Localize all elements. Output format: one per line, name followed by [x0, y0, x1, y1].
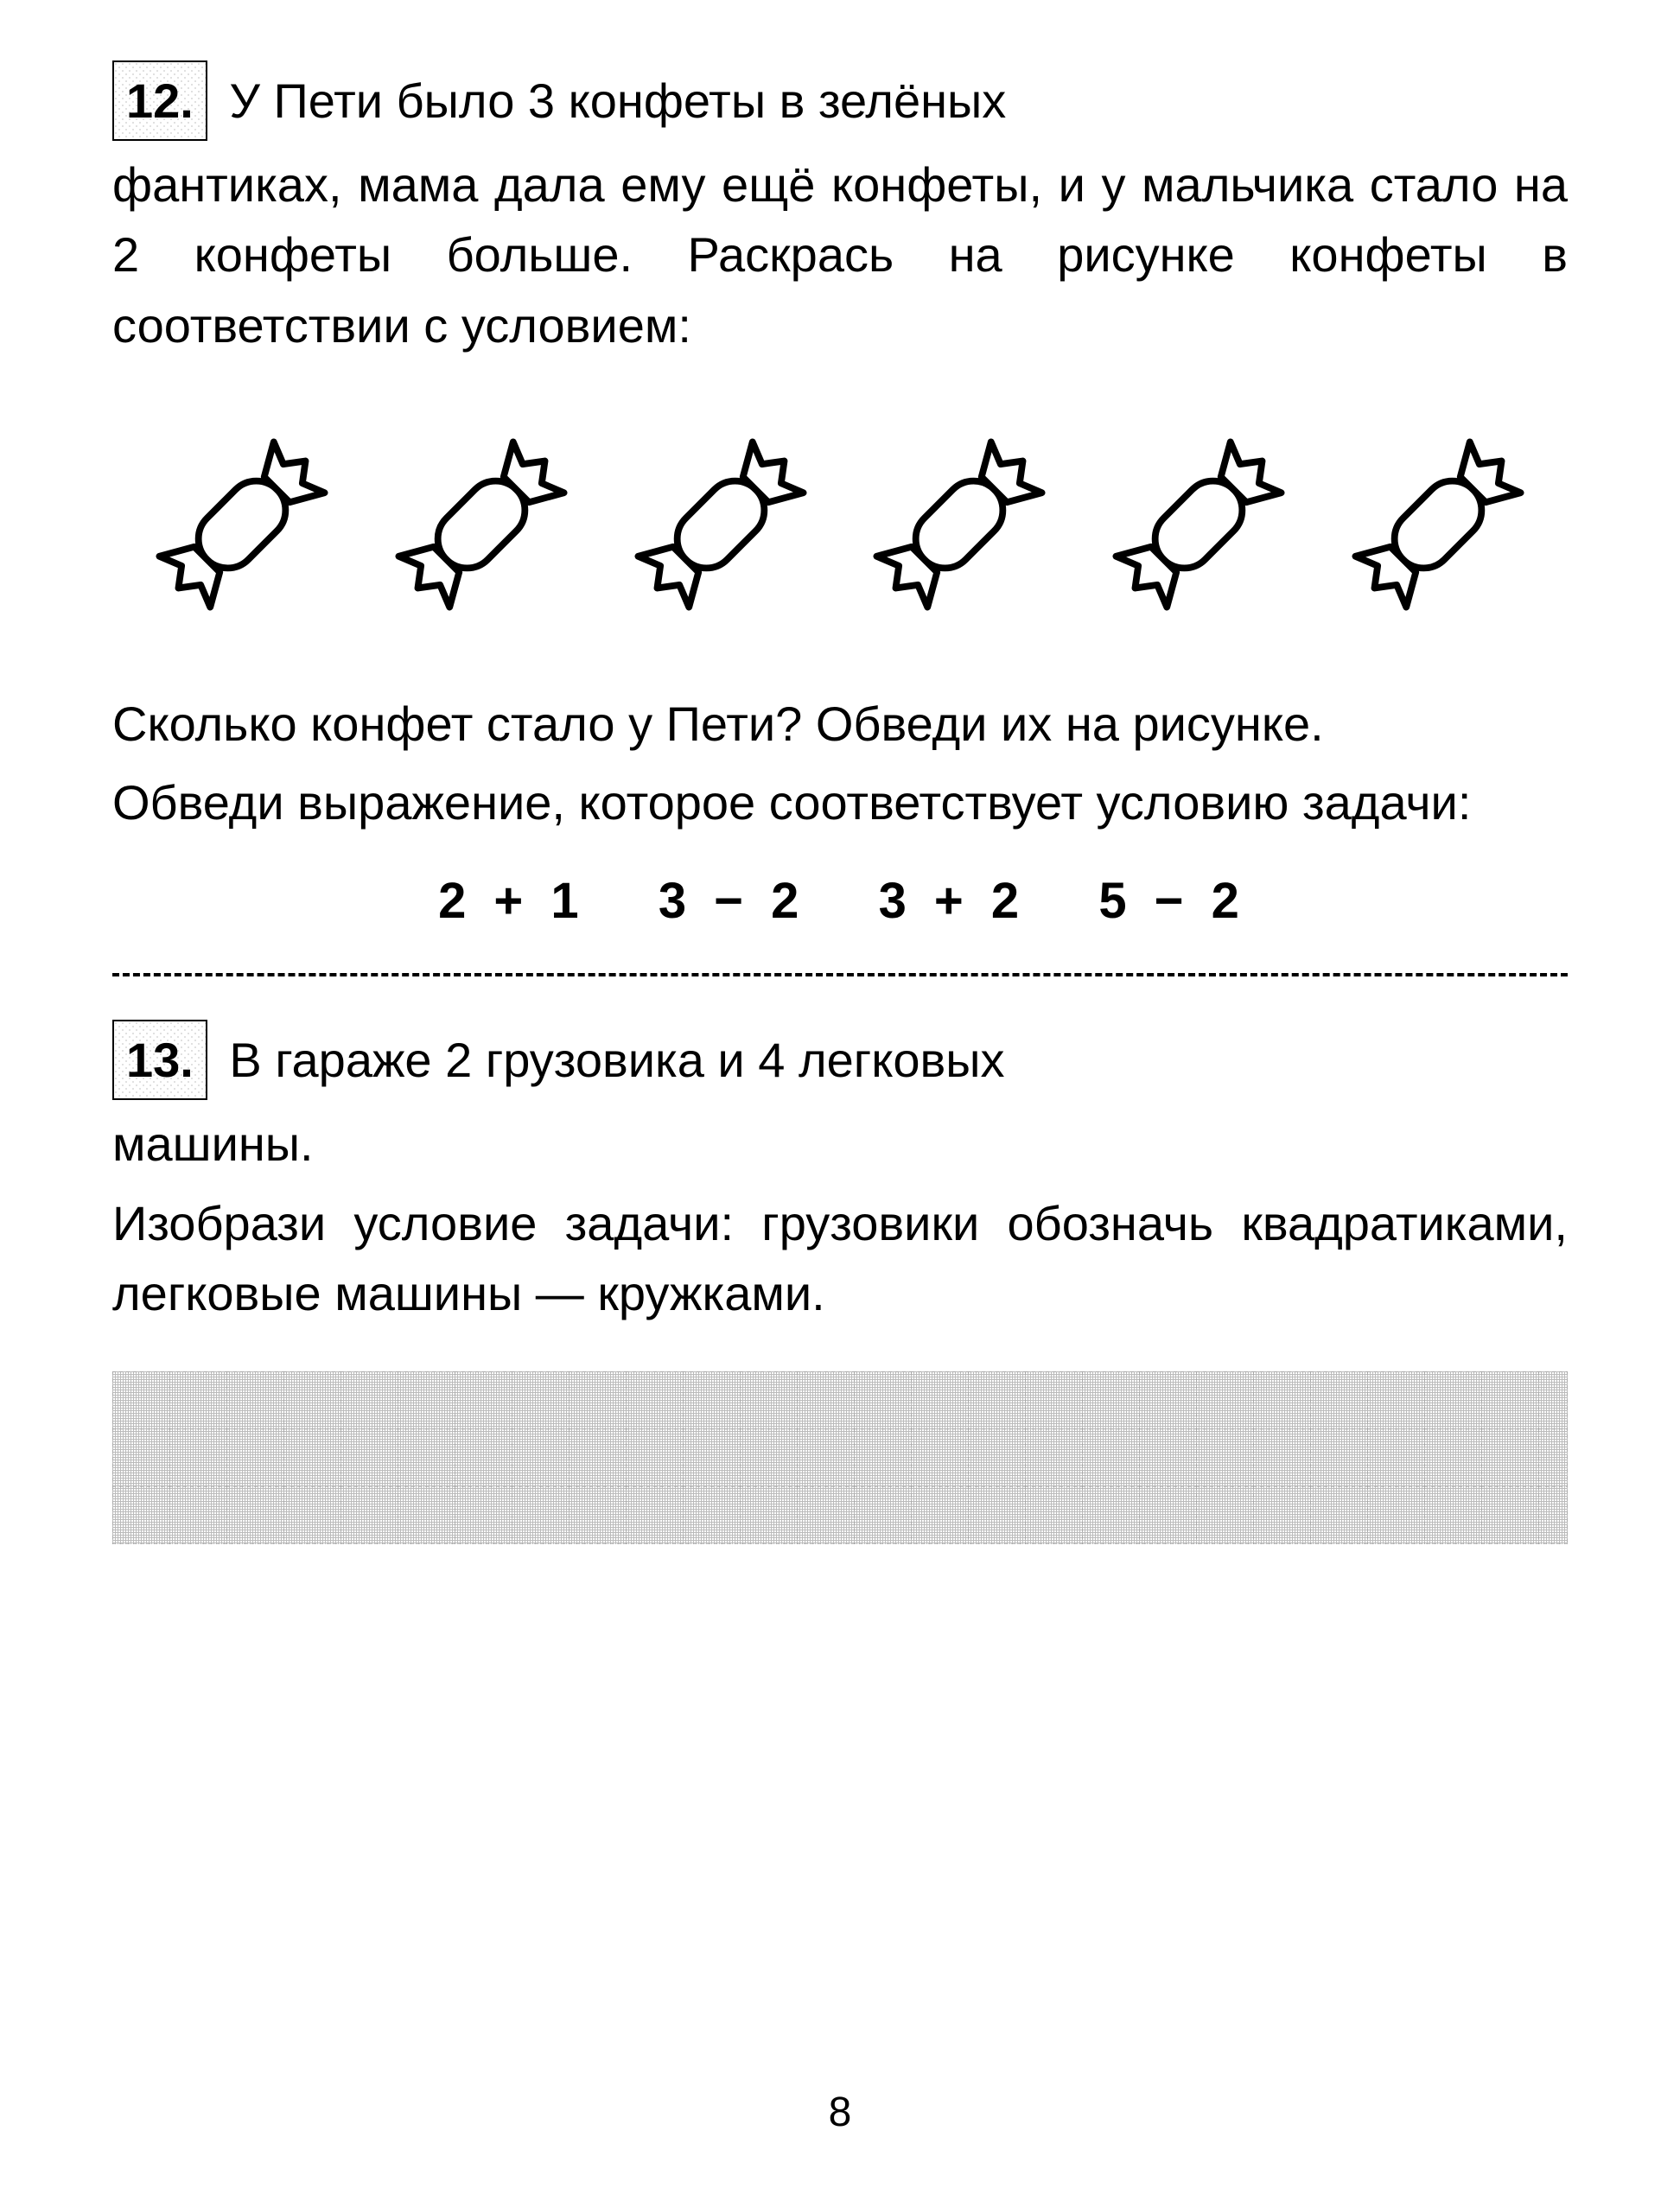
candy-icon	[369, 412, 594, 637]
problem-13-paragraph: 13. В гараже 2 грузовика и 4 легковых	[112, 1020, 1568, 1100]
candy-icon	[847, 412, 1072, 637]
expression-row: 2 + 1 3 − 2 3 + 2 5 − 2	[112, 872, 1568, 930]
page-number: 8	[829, 2089, 852, 2136]
problem-13: 13. В гараже 2 грузовика и 4 легковых ма…	[112, 1020, 1568, 1544]
grid-svg	[112, 1371, 1568, 1544]
problem-13-number: 13.	[112, 1020, 207, 1100]
problem-13-rest: машины.	[112, 1109, 1568, 1179]
problem-12-rest: фантиках, мама дала ему ещё конфеты, и у…	[112, 149, 1568, 360]
problem-12-paragraph: 12. У Пети было 3 конфеты в зелёных	[112, 60, 1568, 141]
candy-icon	[130, 412, 354, 637]
problem-12-question1: Сколько конфет стало у Пети? Обведи их н…	[112, 689, 1568, 759]
divider	[112, 973, 1568, 976]
problem-12-line1: У Пети было 3 конфеты в зелёных	[229, 73, 1006, 128]
candy-row	[112, 412, 1568, 637]
candy-icon	[1326, 412, 1550, 637]
candy-icon	[608, 412, 833, 637]
expression-option[interactable]: 3 − 2	[659, 872, 802, 930]
expression-option[interactable]: 3 + 2	[879, 872, 1022, 930]
problem-12: 12. У Пети было 3 конфеты в зелёных фант…	[112, 60, 1568, 930]
candy-icon	[1086, 412, 1311, 637]
answer-grid[interactable]	[112, 1371, 1568, 1544]
problem-12-number: 12.	[112, 60, 207, 141]
expression-option[interactable]: 5 − 2	[1098, 872, 1242, 930]
problem-13-instruction: Изобрази условие задачи: грузовики обозн…	[112, 1188, 1568, 1328]
problem-13-line1: В гараже 2 грузовика и 4 легковых	[229, 1033, 1004, 1087]
expression-option[interactable]: 2 + 1	[438, 872, 582, 930]
problem-12-question2: Обведи выражение, которое соответствует …	[112, 767, 1568, 837]
